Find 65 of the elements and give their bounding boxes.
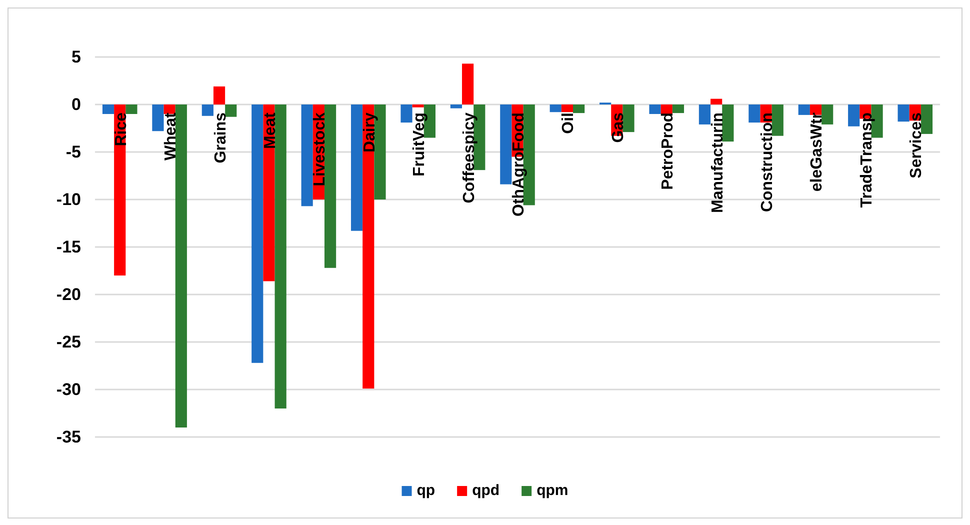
bar [722, 104, 734, 142]
bar [622, 104, 634, 132]
bar [202, 104, 214, 116]
x-tick-label: FruitVeg [411, 112, 428, 177]
bar [450, 104, 462, 108]
bar [772, 104, 784, 136]
x-tick-label: Manufacturin [709, 112, 726, 213]
x-tick-label: Meat [262, 112, 279, 149]
x-tick-label: Oil [560, 112, 578, 134]
x-tick-label: Livestock [312, 112, 329, 186]
x-tick-label: Coffeespicy [460, 112, 478, 204]
x-tick-label: Dairy [361, 112, 378, 153]
legend-label: qp [416, 482, 436, 499]
bar [301, 104, 313, 206]
bar [225, 104, 237, 117]
bar [660, 104, 672, 114]
y-tick-label: -25 [56, 332, 81, 352]
y-tick-label: -10 [56, 190, 81, 209]
bar [252, 104, 264, 363]
bar [263, 104, 275, 282]
bar [350, 104, 363, 231]
bar [412, 104, 424, 108]
bar [561, 104, 574, 112]
bar [400, 104, 412, 123]
x-tick-label: eleGasWtr [808, 112, 826, 192]
x-tick-label: Wheat [162, 112, 180, 160]
y-tick-label: 5 [72, 47, 81, 66]
y-tick-label: -30 [56, 380, 81, 399]
y-tick-label: -5 [66, 142, 81, 162]
x-tick-label: Grains [212, 112, 230, 164]
x-tick-label: Services [908, 112, 926, 178]
legend-label: qpd [472, 482, 500, 499]
bar [550, 104, 562, 112]
bar [649, 104, 661, 114]
x-tick-label: Gas [610, 112, 627, 143]
bar [748, 104, 760, 123]
bar [152, 104, 164, 132]
x-tick-label: PetroProd [660, 112, 677, 190]
bar [822, 104, 834, 124]
legend-label: qpm [536, 482, 568, 499]
x-tick-label: TradeTransp [858, 112, 876, 208]
bar [672, 104, 684, 114]
bar [324, 104, 336, 268]
bar [848, 104, 860, 126]
y-tick-label: -15 [56, 237, 81, 256]
y-tick-label: 0 [72, 94, 81, 114]
x-tick-label: OthAgroFood [510, 112, 528, 216]
bar [798, 104, 810, 115]
bar [698, 104, 711, 124]
y-tick-label: -35 [56, 427, 81, 446]
bar [500, 104, 512, 184]
bar [710, 98, 722, 104]
bar [462, 64, 474, 104]
x-tick-label: Rice [112, 112, 130, 146]
bar [126, 104, 138, 114]
bar [573, 104, 585, 114]
bar [274, 104, 286, 408]
y-tick-label: -20 [56, 284, 81, 304]
bar [164, 104, 176, 114]
bar [898, 104, 910, 122]
bar [175, 104, 187, 428]
bar [102, 104, 114, 114]
bar [213, 86, 226, 104]
x-tick-label: Construction [759, 112, 776, 212]
bar [920, 104, 933, 134]
